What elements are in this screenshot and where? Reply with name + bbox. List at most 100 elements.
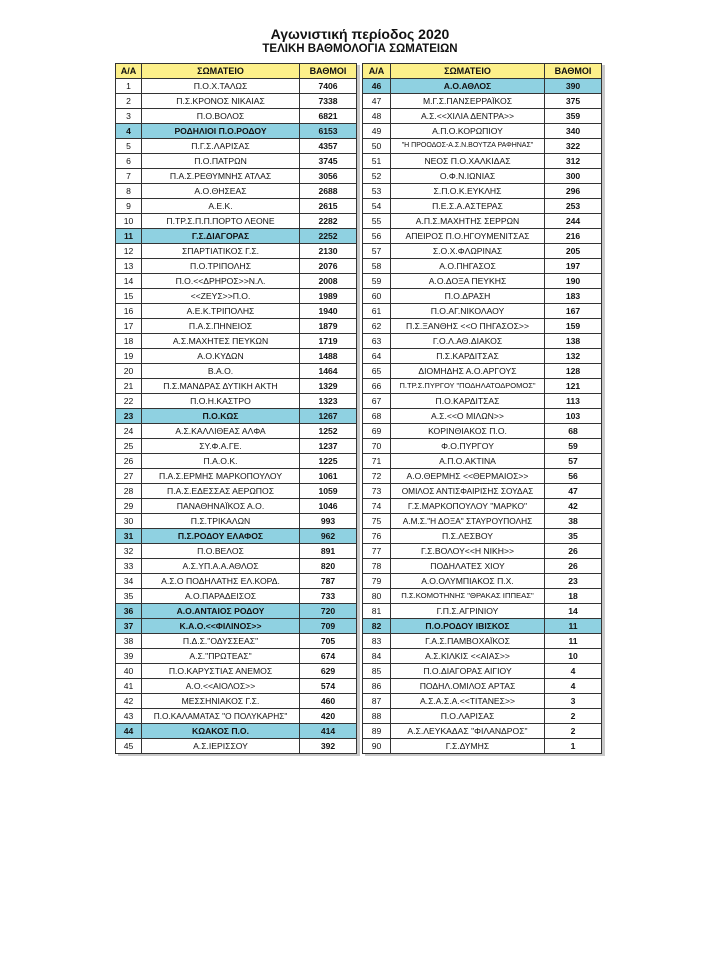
club-cell: ΚΟΡΙΝΘΙΑΚΟΣ Π.Ο.	[390, 423, 545, 439]
club-cell: Π.Ο.ΒΟΛΟΣ	[141, 108, 300, 124]
points-cell: 1046	[299, 498, 357, 514]
rank-cell: 24	[115, 423, 142, 439]
club-cell: Γ.Π.Σ.ΑΓΡΙΝΙΟΥ	[390, 603, 545, 619]
club-cell: Π.Α.Σ.ΡΕΘΥΜΝΗΣ ΑΤΛΑΣ	[141, 168, 300, 184]
points-cell: 42	[544, 498, 602, 514]
rank-cell: 64	[362, 348, 391, 364]
rank-cell: 22	[115, 393, 142, 409]
table-row: 51 ΝΕΟΣ Π.Ο.ΧΑΛΚΙΔΑΣ 312	[362, 153, 602, 169]
points-cell: 11	[544, 633, 602, 649]
points-cell: 1464	[299, 363, 357, 379]
rank-cell: 37	[115, 618, 142, 634]
club-cell: Π.Δ.Σ."ΟΔΥΣΣΕΑΣ"	[141, 633, 300, 649]
rank-cell: 46	[362, 78, 391, 94]
table-row: 39 Α.Σ."ΠΡΩΤΕΑΣ" 674	[115, 648, 357, 664]
table-row: 88 Π.Ο.ΛΑΡΙΣΑΣ 2	[362, 708, 602, 724]
club-cell: Α.Π.Ο.ΑΚΤΙΝΑ	[390, 453, 545, 469]
rank-cell: 85	[362, 663, 391, 679]
rank-cell: 2	[115, 93, 142, 109]
rank-cell: 45	[115, 738, 142, 754]
rank-cell: 59	[362, 273, 391, 289]
rank-cell: 72	[362, 468, 391, 484]
rank-cell: 63	[362, 333, 391, 349]
rank-cell: 66	[362, 378, 391, 394]
club-cell: Π.Σ.ΚΟΜΟΤΗΝΗΣ "ΘΡΑΚΑΣ ΙΠΠΕΑΣ"	[390, 588, 545, 604]
club-cell: Π.Ο.ΛΑΡΙΣΑΣ	[390, 708, 545, 724]
points-cell: 1225	[299, 453, 357, 469]
points-cell: 574	[299, 678, 357, 694]
points-cell: 460	[299, 693, 357, 709]
points-cell: 244	[544, 213, 602, 229]
table-row: 86 ΠΟΔΗΛ.ΟΜΙΛΟΣ ΑΡΤΑΣ 4	[362, 678, 602, 694]
points-cell: 57	[544, 453, 602, 469]
table-row: 90 Γ.Σ.ΔΥΜΗΣ 1	[362, 738, 602, 754]
table-row-highlighted: 82 Π.Ο.ΡΟΔΟΥ ΙΒΙΣΚΟΣ 11	[362, 618, 602, 634]
rank-cell: 58	[362, 258, 391, 274]
points-cell: 26	[544, 558, 602, 574]
points-cell: 2688	[299, 183, 357, 199]
club-cell: Α.Ε.Κ.	[141, 198, 300, 214]
club-cell: ΜΕΣΣΗΝΙΑΚΟΣ Γ.Σ.	[141, 693, 300, 709]
club-cell: Γ.Σ.ΜΑΡΚΟΠΟΥΛΟΥ "ΜΑΡΚΟ"	[390, 498, 545, 514]
rank-cell: 88	[362, 708, 391, 724]
table-row: 21 Π.Σ.ΜΑΝΔΡΑΣ ΔΥΤΙΚΗ ΑΚΤΗ 1329	[115, 378, 357, 394]
club-cell: Π.Ε.Σ.Α.ΑΣΤΕΡΑΣ	[390, 198, 545, 214]
table-row: 41 Α.Ο.<<ΑΙΟΛΟΣ>> 574	[115, 678, 357, 694]
table-row: 55 Α.Π.Σ.ΜΑΧΗΤΗΣ ΣΕΡΡΩΝ 244	[362, 213, 602, 229]
table-row: 80 Π.Σ.ΚΟΜΟΤΗΝΗΣ "ΘΡΑΚΑΣ ΙΠΠΕΑΣ" 18	[362, 588, 602, 604]
club-cell: Γ.Ο.Λ.ΑΘ.ΔΙΑΚΟΣ	[390, 333, 545, 349]
rank-cell: 43	[115, 708, 142, 724]
club-cell: ΑΠΕΙΡΟΣ Π.Ο.ΗΓΟΥΜΕΝΙΤΣΑΣ	[390, 228, 545, 244]
points-cell: 59	[544, 438, 602, 454]
table-row: 81 Γ.Π.Σ.ΑΓΡΙΝΙΟΥ 14	[362, 603, 602, 619]
points-cell: 6153	[299, 123, 357, 139]
club-cell: Α.Σ.Α.Σ.Α.<<ΤΙΤΑΝΕΣ>>	[390, 693, 545, 709]
table-row: 75 Α.Μ.Σ."Η ΔΟΞΑ" ΣΤΑΥΡΟΥΠΟΛΗΣ 38	[362, 513, 602, 529]
club-cell: Α.Σ.ΜΑΧΗΤΕΣ ΠΕΥΚΩΝ	[141, 333, 300, 349]
table-row: 84 Α.Σ.ΚΙΛΚΙΣ <<ΑΙΑΣ>> 10	[362, 648, 602, 664]
header-points: ΒΑΘΜΟΙ	[544, 63, 602, 79]
points-cell: 4357	[299, 138, 357, 154]
rank-cell: 33	[115, 558, 142, 574]
table-row: 74 Γ.Σ.ΜΑΡΚΟΠΟΥΛΟΥ "ΜΑΡΚΟ" 42	[362, 498, 602, 514]
rank-cell: 76	[362, 528, 391, 544]
table-row: 17 Π.Α.Σ.ΠΗΝΕΙΟΣ 1879	[115, 318, 357, 334]
table-row-highlighted: 46 Α.Ο.ΑΘΛΟΣ 390	[362, 78, 602, 94]
points-cell: 4	[544, 663, 602, 679]
club-cell: Ο.Φ.Ν.ΙΩΝΙΑΣ	[390, 168, 545, 184]
points-cell: 1989	[299, 288, 357, 304]
table-row: 38 Π.Δ.Σ."ΟΔΥΣΣΕΑΣ" 705	[115, 633, 357, 649]
club-cell: Π.Ο.ΔΙΑΓΟΡΑΣ ΑΙΓΙΟΥ	[390, 663, 545, 679]
rank-cell: 29	[115, 498, 142, 514]
points-cell: 4	[544, 678, 602, 694]
points-cell: 312	[544, 153, 602, 169]
club-cell: ΠΑΝΑΘΗΝΑΪΚΟΣ Α.Ο.	[141, 498, 300, 514]
rank-cell: 34	[115, 573, 142, 589]
club-cell: Π.Ο.ΔΡΑΣΗ	[390, 288, 545, 304]
table-row: 45 Α.Σ.ΙΕΡΙΣΣΟΥ 392	[115, 738, 357, 754]
points-cell: 2282	[299, 213, 357, 229]
table-row: 22 Π.Ο.Η.ΚΑΣΤΡΟ 1323	[115, 393, 357, 409]
club-cell: ΡΟΔΗΛΙΟΙ Π.Ο.ΡΟΔΟΥ	[141, 123, 300, 139]
table-row-highlighted: 23 Π.Ο.ΚΩΣ 1267	[115, 408, 357, 424]
rank-cell: 74	[362, 498, 391, 514]
rank-cell: 35	[115, 588, 142, 604]
points-cell: 1719	[299, 333, 357, 349]
club-cell: Α.Ο.ΑΝΤΑΙΟΣ ΡΟΔΟΥ	[141, 603, 300, 619]
rank-cell: 78	[362, 558, 391, 574]
club-cell: Π.Ο.Η.ΚΑΣΤΡΟ	[141, 393, 300, 409]
club-cell: Π.Α.Σ.ΕΡΜΗΣ ΜΑΡΚΟΠΟΥΛΟΥ	[141, 468, 300, 484]
document-subtitle: ΤΕΛΙΚΗ ΒΑΘΜΟΛΟΓΙΑ ΣΩΜΑΤΕΙΩΝ	[262, 43, 458, 55]
table-row: 30 Π.Σ.ΤΡΙΚΑΛΩΝ 993	[115, 513, 357, 529]
points-cell: 820	[299, 558, 357, 574]
points-cell: 190	[544, 273, 602, 289]
club-cell: Π.Α.Ο.Κ.	[141, 453, 300, 469]
club-cell: Α.Σ.<<ΧΙΛΙΑ ΔΕΝΤΡΑ>>	[390, 108, 545, 124]
rank-cell: 14	[115, 273, 142, 289]
rank-cell: 71	[362, 453, 391, 469]
table-row: 29 ΠΑΝΑΘΗΝΑΪΚΟΣ Α.Ο. 1046	[115, 498, 357, 514]
rank-cell: 1	[115, 78, 142, 94]
header-points: ΒΑΘΜΟΙ	[299, 63, 357, 79]
rank-cell: 90	[362, 738, 391, 754]
rank-cell: 17	[115, 318, 142, 334]
